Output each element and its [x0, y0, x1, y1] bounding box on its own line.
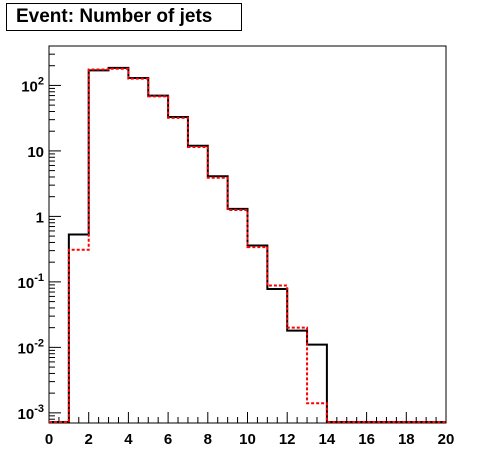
chart-title: Event: Number of jets	[16, 6, 213, 27]
histogram-series-2	[49, 67, 446, 423]
y-tick-label: 1	[36, 209, 44, 226]
x-tick-label: 0	[45, 431, 53, 448]
chart-title-box: Event: Number of jets	[6, 3, 242, 31]
y-tick-label: 10	[27, 144, 44, 161]
x-axis: 0 2 4 6 8 10 12 14 16 18 20	[45, 412, 455, 448]
x-tick-label: 4	[124, 431, 133, 448]
histogram-series-1	[49, 66, 446, 423]
series-group	[49, 66, 446, 423]
y-axis: 10-3 10-2 10-1 1 10 102	[18, 45, 61, 424]
x-tick-label: 14	[319, 431, 336, 448]
x-tick-label: 20	[438, 431, 455, 448]
x-tick-label: 18	[398, 431, 415, 448]
x-tick-label: 10	[239, 431, 256, 448]
x-tick-label: 6	[164, 431, 172, 448]
x-tick-label: 8	[204, 431, 212, 448]
y-tick-label: 10-1	[18, 272, 44, 292]
y-tick-label: 10-2	[18, 337, 44, 357]
y-tick-label: 10-3	[18, 403, 44, 423]
x-tick-label: 12	[279, 431, 296, 448]
x-tick-label: 2	[85, 431, 93, 448]
y-tick-label: 102	[21, 75, 44, 95]
x-tick-label: 16	[358, 431, 375, 448]
